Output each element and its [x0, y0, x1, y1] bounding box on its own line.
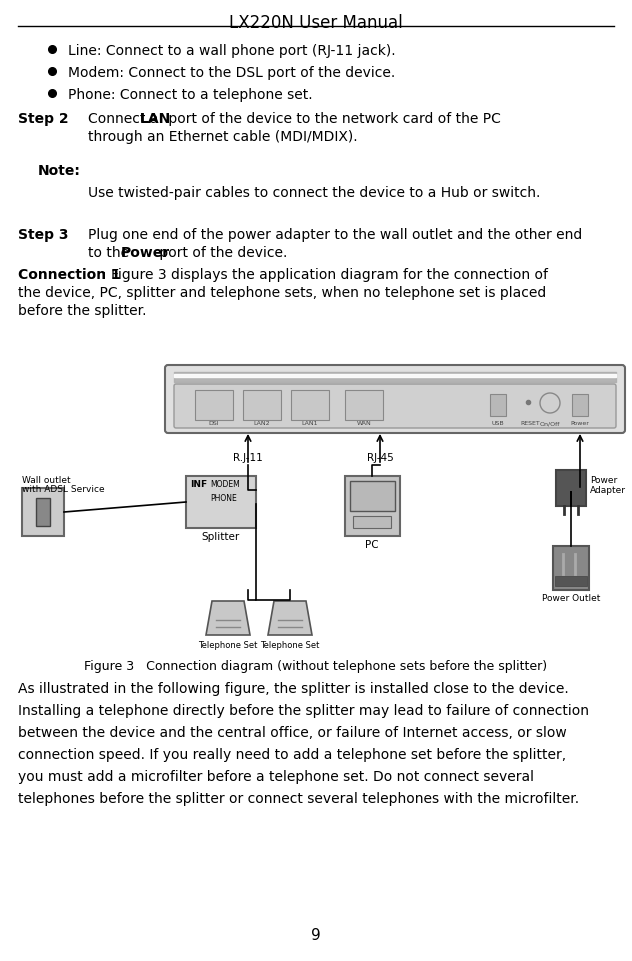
Text: Installing a telephone directly before the splitter may lead to failure of conne: Installing a telephone directly before t…	[18, 704, 589, 718]
Text: Power Outlet: Power Outlet	[542, 594, 600, 603]
Polygon shape	[206, 601, 250, 635]
Bar	[553, 546, 589, 590]
Text: Line: Connect to a wall phone port (RJ-11 jack).: Line: Connect to a wall phone port (RJ-1…	[68, 44, 396, 58]
Text: Step 3: Step 3	[18, 228, 68, 242]
Text: Plug one end of the power adapter to the wall outlet and the other end: Plug one end of the power adapter to the…	[88, 228, 582, 242]
Bar	[36, 498, 50, 526]
Text: RJ-45: RJ-45	[367, 453, 393, 463]
Text: Telephone Set: Telephone Set	[198, 641, 258, 650]
Text: PHONE: PHONE	[210, 494, 237, 503]
Bar	[345, 390, 383, 420]
Text: LAN2: LAN2	[253, 421, 270, 426]
Text: 9: 9	[311, 928, 321, 943]
Text: WAN: WAN	[356, 421, 372, 426]
Text: LAN: LAN	[140, 112, 171, 126]
Text: telephones before the splitter or connect several telephones with the microfilte: telephones before the splitter or connec…	[18, 792, 579, 806]
Text: connection speed. If you really need to add a telephone set before the splitter,: connection speed. If you really need to …	[18, 748, 566, 762]
Text: LX220N User Manual: LX220N User Manual	[229, 14, 403, 32]
Text: Use twisted-pair cables to connect the device to a Hub or switch.: Use twisted-pair cables to connect the d…	[88, 186, 540, 200]
Text: On/Off: On/Off	[540, 421, 560, 426]
Text: DSI: DSI	[209, 421, 219, 426]
Text: through an Ethernet cable (MDI/MDIX).: through an Ethernet cable (MDI/MDIX).	[88, 130, 358, 144]
Bar	[555, 576, 587, 586]
Text: with ADSL Service: with ADSL Service	[22, 485, 105, 494]
Text: Connection 1: Connection 1	[18, 268, 121, 282]
Text: Power: Power	[571, 421, 590, 426]
FancyBboxPatch shape	[165, 365, 625, 433]
FancyBboxPatch shape	[174, 384, 616, 428]
Text: Telephone Set: Telephone Set	[260, 641, 320, 650]
Text: to the: to the	[88, 246, 133, 260]
Text: Wall outlet: Wall outlet	[22, 476, 71, 485]
Text: the device, PC, splitter and telephone sets, when no telephone set is placed: the device, PC, splitter and telephone s…	[18, 286, 546, 300]
Text: before the splitter.: before the splitter.	[18, 304, 147, 318]
Text: PC: PC	[365, 540, 379, 550]
Bar	[243, 390, 281, 420]
Text: between the device and the central office, or failure of Internet access, or slo: between the device and the central offic…	[18, 726, 567, 740]
Text: R.J-11: R.J-11	[233, 453, 263, 463]
Bar	[572, 394, 588, 416]
Bar	[350, 481, 395, 511]
Bar	[22, 488, 64, 536]
Text: Splitter: Splitter	[202, 532, 240, 542]
Bar	[345, 476, 400, 536]
Bar	[291, 390, 329, 420]
Text: As illustrated in the following figure, the splitter is installed close to the d: As illustrated in the following figure, …	[18, 682, 569, 696]
Bar	[186, 476, 256, 528]
Text: you must add a microfilter before a telephone set. Do not connect several: you must add a microfilter before a tele…	[18, 770, 534, 784]
Text: Note:: Note:	[38, 164, 81, 178]
Bar	[353, 516, 391, 528]
Bar	[490, 394, 506, 416]
Text: Power: Power	[590, 476, 617, 485]
Text: Figure 3   Connection diagram (without telephone sets before the splitter): Figure 3 Connection diagram (without tel…	[85, 660, 547, 673]
Bar	[195, 390, 233, 420]
Bar	[556, 470, 586, 506]
Text: Connect a: Connect a	[88, 112, 163, 126]
Text: USB: USB	[492, 421, 504, 426]
Polygon shape	[268, 601, 312, 635]
Text: Step 2: Step 2	[18, 112, 69, 126]
Text: port of the device.: port of the device.	[155, 246, 288, 260]
Text: : Figure 3 displays the application diagram for the connection of: : Figure 3 displays the application diag…	[102, 268, 548, 282]
Text: Modem: Connect to the DSL port of the device.: Modem: Connect to the DSL port of the de…	[68, 66, 395, 80]
Text: Phone: Connect to a telephone set.: Phone: Connect to a telephone set.	[68, 88, 313, 102]
Text: LAN1: LAN1	[301, 421, 319, 426]
Text: Adapter: Adapter	[590, 486, 626, 495]
Text: port of the device to the network card of the PC: port of the device to the network card o…	[164, 112, 501, 126]
Text: RESET: RESET	[520, 421, 540, 426]
Text: MODEM: MODEM	[210, 480, 240, 489]
Text: INF: INF	[190, 480, 207, 489]
Text: Power: Power	[121, 246, 170, 260]
